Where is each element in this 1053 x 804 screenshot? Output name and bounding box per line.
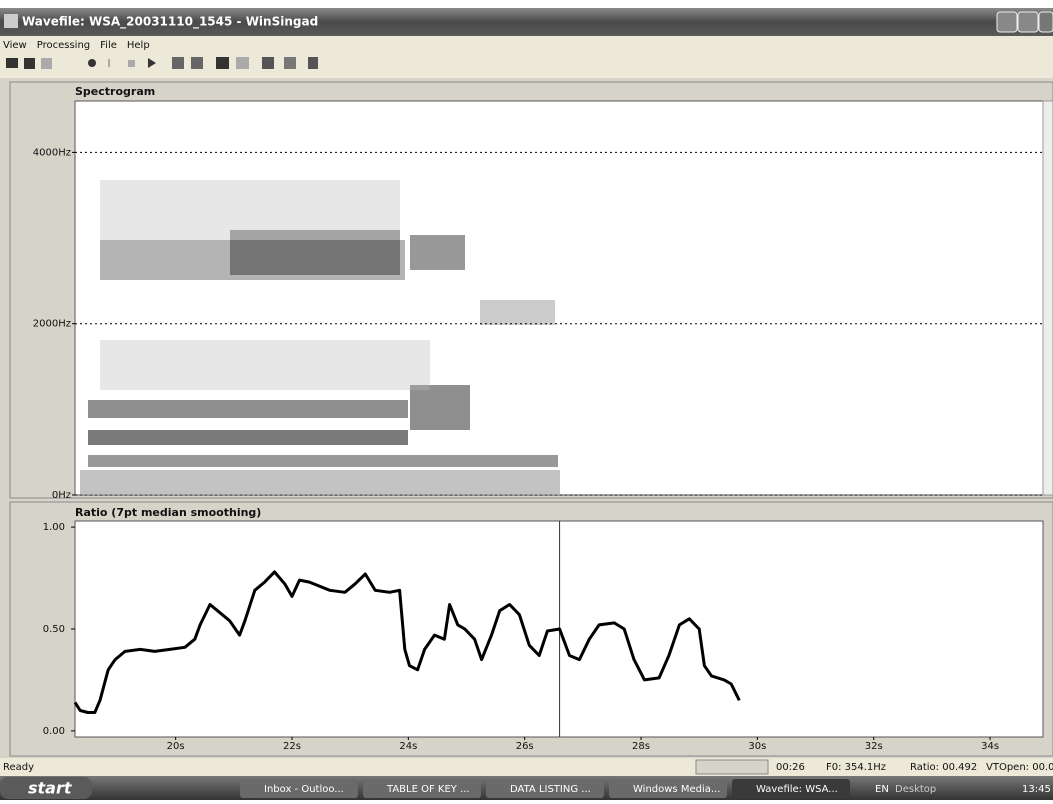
speaker-icon[interactable] bbox=[191, 57, 203, 69]
harmonic-band bbox=[88, 455, 558, 467]
wave-icon[interactable] bbox=[236, 57, 249, 69]
y-tick-label: 0Hz bbox=[52, 490, 71, 501]
status-text: Ready bbox=[3, 762, 34, 773]
formant-band bbox=[410, 235, 465, 270]
menu-toolbar-area bbox=[0, 36, 1053, 78]
menu-item[interactable]: Processing bbox=[37, 40, 90, 51]
task-label: Wavefile: WSA... bbox=[756, 784, 838, 795]
y-tick-label: 1.00 bbox=[43, 522, 65, 533]
status-ratio: Ratio: 00.492 bbox=[910, 762, 977, 773]
tool-icon[interactable] bbox=[172, 57, 184, 69]
open-icon[interactable] bbox=[6, 58, 18, 68]
status-bar bbox=[0, 758, 1053, 776]
help-icon[interactable] bbox=[308, 57, 318, 69]
record-icon[interactable] bbox=[88, 59, 96, 67]
pause-icon[interactable] bbox=[108, 59, 110, 67]
progress bbox=[696, 760, 768, 774]
maximize-button[interactable] bbox=[1018, 12, 1038, 32]
scrollbar[interactable] bbox=[1043, 101, 1053, 495]
x-tick-label: 32s bbox=[865, 741, 883, 752]
menu-bar: View Processing File Help bbox=[3, 40, 150, 51]
x-tick-label: 28s bbox=[632, 741, 650, 752]
spectro-icon[interactable] bbox=[216, 57, 229, 69]
harmonic-band bbox=[80, 470, 560, 494]
app-window: Wavefile: WSA_20031110_1545 - WinSingad … bbox=[0, 0, 1053, 800]
app-icon bbox=[4, 14, 18, 28]
desktop-label: Desktop bbox=[895, 784, 936, 795]
arrows-icon[interactable] bbox=[284, 57, 296, 69]
formant-band bbox=[480, 300, 555, 325]
x-tick-label: 26s bbox=[516, 741, 534, 752]
y-tick-label: 0.00 bbox=[43, 726, 65, 737]
task-buttons: Inbox - Outloo... TABLE OF KEY ... DATA LI… bbox=[240, 779, 850, 798]
save-icon[interactable] bbox=[24, 58, 35, 69]
task-label: Windows Media... bbox=[633, 784, 720, 795]
menu-item[interactable]: File bbox=[100, 40, 117, 51]
x-tick-label: 24s bbox=[399, 741, 417, 752]
status-vtopen: VTOpen: 00.007 bbox=[986, 762, 1053, 773]
y-tick-label: 2000Hz bbox=[33, 319, 71, 330]
task-label: Inbox - Outloo... bbox=[264, 784, 344, 795]
minimize-button[interactable] bbox=[997, 12, 1017, 32]
status-time: 00:26 bbox=[776, 762, 805, 773]
task-label: TABLE OF KEY ... bbox=[386, 784, 470, 795]
window-title: Wavefile: WSA_20031110_1545 - WinSingad bbox=[22, 15, 318, 30]
menu-item[interactable]: Help bbox=[127, 40, 150, 51]
stop-icon[interactable] bbox=[128, 60, 135, 67]
status-f0: F0: 354.1Hz bbox=[826, 762, 886, 773]
pen-icon[interactable] bbox=[262, 57, 274, 69]
print-icon[interactable] bbox=[41, 58, 52, 69]
panel-title: Ratio (7pt median smoothing) bbox=[75, 506, 261, 519]
x-tick-label: 34s bbox=[981, 741, 999, 752]
task-label: DATA LISTING ... bbox=[510, 784, 591, 795]
x-tick-label: 22s bbox=[283, 741, 301, 752]
lang: EN bbox=[875, 784, 889, 795]
panel-title: Spectrogram bbox=[75, 85, 155, 98]
y-tick-label: 0.50 bbox=[43, 624, 65, 635]
harmonic-band bbox=[88, 400, 408, 418]
harmonic-band bbox=[88, 430, 408, 445]
start-label: start bbox=[28, 779, 73, 798]
noise-band bbox=[100, 180, 400, 240]
x-tick-label: 20s bbox=[167, 741, 185, 752]
clock: 13:45 bbox=[1022, 784, 1051, 795]
menu-item[interactable]: View bbox=[3, 40, 27, 51]
close-button[interactable] bbox=[1039, 12, 1053, 32]
noise-band bbox=[100, 340, 430, 390]
harmonic-band bbox=[410, 385, 470, 430]
x-tick-label: 30s bbox=[748, 741, 766, 752]
y-tick-label: 4000Hz bbox=[33, 147, 71, 158]
